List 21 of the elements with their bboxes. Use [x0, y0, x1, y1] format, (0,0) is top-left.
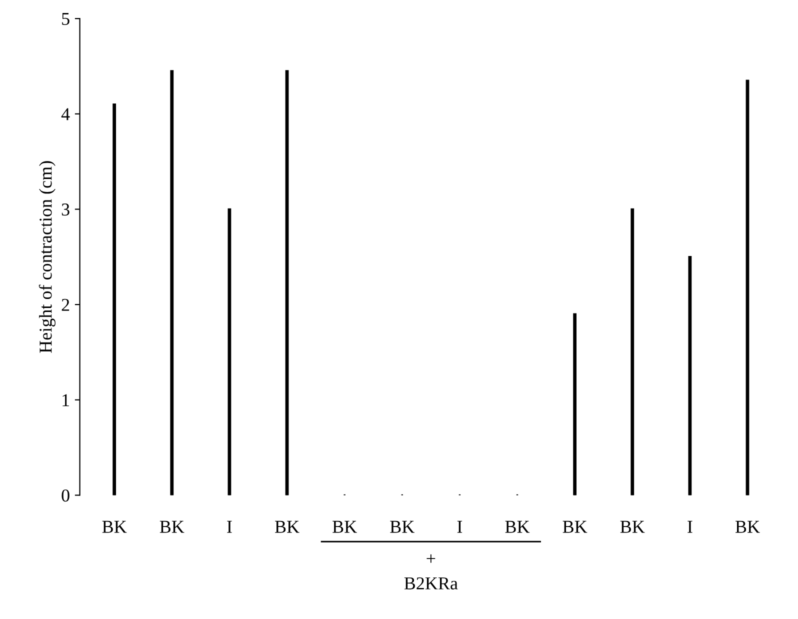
text: + — [426, 554, 436, 563]
x-tick-label: BK — [274, 520, 300, 533]
x-tick-label: BK — [102, 520, 127, 533]
y-tick-label: 5 — [62, 13, 70, 26]
y-tick-label: 3 — [62, 204, 70, 216]
x-tick-label: BK — [505, 520, 530, 533]
y-axis-title: Height of contraction (cm) — [38, 161, 56, 353]
x-tick-label: BK — [562, 520, 588, 533]
x-tick-label: I — [457, 520, 462, 533]
x-tick-label: BK — [160, 520, 184, 533]
x-tick-label: BK — [390, 520, 414, 533]
x-tick-label: I — [227, 520, 232, 533]
y-tick-label: 2 — [62, 298, 70, 311]
x-tick-label: BK — [332, 520, 357, 533]
y-tick-label: 1 — [62, 394, 69, 406]
x-tick-label: I — [688, 520, 692, 533]
y-tick-label: 0 — [62, 489, 70, 502]
x-tick-label: BK — [735, 520, 760, 533]
y-tick-label: 4 — [61, 108, 70, 120]
text: B2KRa — [404, 577, 458, 590]
x-tick-label: BK — [620, 520, 645, 533]
